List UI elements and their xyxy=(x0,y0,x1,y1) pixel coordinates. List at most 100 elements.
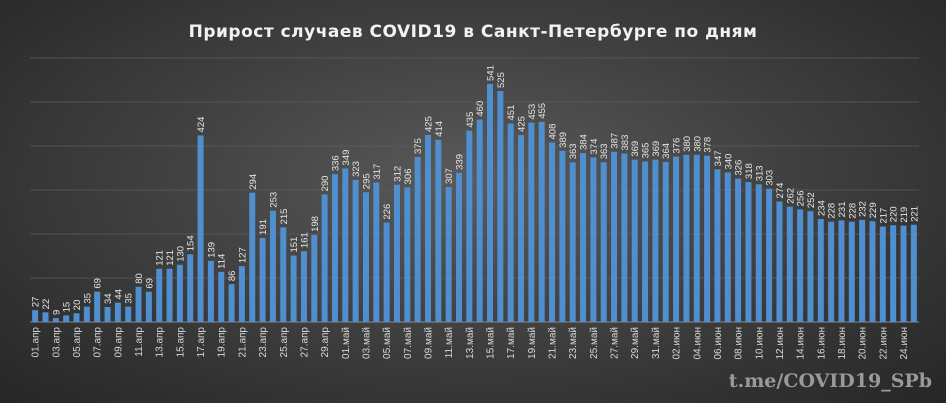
bar xyxy=(404,187,411,322)
bar xyxy=(362,192,369,322)
data-label: 306 xyxy=(403,169,414,185)
data-label: 69 xyxy=(93,278,104,289)
bar xyxy=(879,226,886,322)
data-label: 376 xyxy=(672,138,683,154)
x-tick-label: 10.июн xyxy=(754,327,765,360)
bar xyxy=(166,268,173,322)
bar xyxy=(797,209,804,322)
x-tick-label: 27.апр xyxy=(299,327,310,358)
bar xyxy=(714,169,721,322)
bar xyxy=(507,123,514,322)
data-label: 256 xyxy=(796,191,807,207)
data-label: 220 xyxy=(889,206,900,222)
x-tick-label: 09.май xyxy=(423,327,434,359)
data-label: 312 xyxy=(392,166,403,182)
x-tick-label: 17.май xyxy=(506,327,517,359)
bar xyxy=(156,268,163,322)
data-label: 127 xyxy=(237,247,248,263)
bar xyxy=(518,135,525,322)
x-tick-label: 03.апр xyxy=(51,327,62,358)
x-tick-label: 15.апр xyxy=(175,327,186,358)
data-label: 217 xyxy=(878,208,889,224)
bar xyxy=(290,255,297,322)
bar xyxy=(94,291,101,322)
bar xyxy=(838,220,845,322)
data-label: 44 xyxy=(113,289,124,300)
data-label: 130 xyxy=(175,246,186,262)
data-label: 154 xyxy=(186,235,197,251)
x-tick-label: 11.апр xyxy=(134,327,145,357)
bar xyxy=(600,162,607,322)
data-label: 262 xyxy=(785,188,796,204)
x-tick-label: 05.май xyxy=(382,327,393,359)
data-label: 336 xyxy=(330,155,341,171)
bar xyxy=(63,315,70,322)
data-label: 219 xyxy=(899,207,910,223)
bar xyxy=(218,271,225,322)
bar xyxy=(724,172,731,322)
bar xyxy=(342,168,349,322)
bar xyxy=(704,155,711,322)
data-label: 424 xyxy=(196,117,207,133)
data-label: 20 xyxy=(72,300,83,311)
bar xyxy=(300,251,307,322)
x-tick-label: 22.июн xyxy=(878,327,889,360)
data-label: 231 xyxy=(837,202,848,218)
data-label: 34 xyxy=(103,293,114,304)
bar xyxy=(786,206,793,322)
bar xyxy=(187,254,194,322)
bar xyxy=(455,172,462,322)
data-label: 339 xyxy=(454,154,465,170)
bar xyxy=(393,184,400,322)
data-label: 229 xyxy=(868,202,879,218)
data-label: 15 xyxy=(62,302,73,313)
data-label: 414 xyxy=(434,121,445,137)
data-label: 408 xyxy=(548,124,559,140)
data-label: 295 xyxy=(361,173,372,189)
data-label: 525 xyxy=(496,72,507,88)
x-tick-label: 19.май xyxy=(527,327,538,359)
data-label: 313 xyxy=(754,165,765,181)
bar xyxy=(828,221,835,322)
bar xyxy=(652,159,659,322)
x-tick-label: 25.май xyxy=(589,327,600,359)
data-label: 69 xyxy=(144,278,155,289)
bar xyxy=(476,119,483,322)
bar xyxy=(910,224,917,322)
bar xyxy=(673,156,680,322)
data-label: 347 xyxy=(713,150,724,166)
x-tick-label: 24.июн xyxy=(899,327,910,360)
bar xyxy=(538,121,545,322)
data-label: 228 xyxy=(827,203,838,219)
bar xyxy=(228,284,235,322)
data-label: 22 xyxy=(41,299,52,310)
data-label: 425 xyxy=(517,116,528,132)
data-label: 307 xyxy=(444,168,455,184)
data-label: 365 xyxy=(641,143,652,159)
data-label: 80 xyxy=(134,273,145,284)
x-tick-label: 25.апр xyxy=(279,327,290,358)
data-label: 121 xyxy=(155,250,166,266)
bar xyxy=(197,135,204,322)
bar xyxy=(331,174,338,322)
bar xyxy=(631,159,638,322)
x-tick-label: 06.июн xyxy=(713,327,724,360)
data-label: 161 xyxy=(299,232,310,248)
bar xyxy=(435,139,442,322)
x-tick-label: 20.июн xyxy=(858,327,869,360)
data-label: 317 xyxy=(372,164,383,180)
bar xyxy=(559,150,566,322)
x-tick-label: 29.апр xyxy=(320,327,331,358)
x-tick-label: 01.май xyxy=(341,327,352,359)
bar xyxy=(83,306,90,322)
bar xyxy=(807,211,814,322)
data-label: 383 xyxy=(620,135,631,151)
bar xyxy=(466,130,473,322)
bar xyxy=(207,260,214,322)
bar xyxy=(487,83,494,323)
x-tick-label: 01.апр xyxy=(31,327,42,358)
bar xyxy=(621,153,628,322)
bar xyxy=(135,286,142,322)
data-label: 389 xyxy=(558,132,569,148)
